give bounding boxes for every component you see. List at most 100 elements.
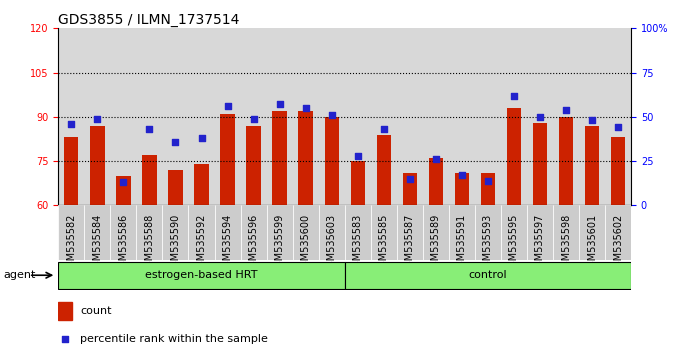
- Bar: [116, 176, 130, 205]
- Text: GSM535593: GSM535593: [483, 213, 493, 273]
- FancyBboxPatch shape: [241, 205, 267, 260]
- Bar: [611, 137, 625, 205]
- Text: GSM535599: GSM535599: [274, 213, 285, 273]
- Text: GSM535601: GSM535601: [587, 213, 597, 273]
- Bar: [455, 173, 469, 205]
- Bar: [220, 114, 235, 205]
- Point: [508, 93, 519, 98]
- Text: GSM535587: GSM535587: [405, 213, 415, 273]
- Point: [170, 139, 181, 144]
- Bar: [137, 28, 163, 205]
- Bar: [324, 117, 339, 205]
- FancyBboxPatch shape: [501, 205, 527, 260]
- Bar: [585, 126, 600, 205]
- FancyBboxPatch shape: [267, 205, 293, 260]
- FancyBboxPatch shape: [58, 262, 344, 289]
- Text: GSM535594: GSM535594: [222, 213, 233, 273]
- Text: GSM535598: GSM535598: [561, 213, 571, 273]
- FancyBboxPatch shape: [344, 262, 631, 289]
- FancyBboxPatch shape: [475, 205, 501, 260]
- Text: GSM535582: GSM535582: [67, 213, 76, 273]
- Point: [300, 105, 311, 111]
- Point: [613, 125, 624, 130]
- Text: GSM535585: GSM535585: [379, 213, 389, 273]
- Bar: [246, 126, 261, 205]
- Bar: [267, 28, 293, 205]
- FancyBboxPatch shape: [579, 205, 605, 260]
- Point: [404, 176, 415, 182]
- Text: control: control: [469, 270, 507, 280]
- Point: [560, 107, 571, 113]
- Bar: [370, 28, 397, 205]
- Text: GSM535602: GSM535602: [613, 213, 623, 273]
- FancyBboxPatch shape: [293, 205, 319, 260]
- FancyBboxPatch shape: [58, 205, 84, 260]
- Bar: [58, 28, 84, 205]
- FancyBboxPatch shape: [137, 205, 163, 260]
- Point: [352, 153, 363, 159]
- Text: GSM535595: GSM535595: [509, 213, 519, 273]
- FancyBboxPatch shape: [423, 205, 449, 260]
- Point: [66, 121, 77, 127]
- Bar: [507, 108, 521, 205]
- Text: GSM535592: GSM535592: [196, 213, 206, 273]
- Bar: [272, 111, 287, 205]
- FancyBboxPatch shape: [189, 205, 215, 260]
- Text: percentile rank within the sample: percentile rank within the sample: [80, 334, 268, 344]
- Text: GSM535589: GSM535589: [431, 213, 441, 273]
- Point: [430, 156, 441, 162]
- FancyBboxPatch shape: [163, 205, 189, 260]
- FancyBboxPatch shape: [449, 205, 475, 260]
- Point: [92, 116, 103, 121]
- Bar: [142, 155, 156, 205]
- Text: GSM535586: GSM535586: [119, 213, 128, 273]
- Point: [456, 172, 467, 178]
- Bar: [377, 135, 391, 205]
- Bar: [163, 28, 189, 205]
- Bar: [215, 28, 241, 205]
- Text: GSM535590: GSM535590: [171, 213, 180, 273]
- Bar: [319, 28, 345, 205]
- Bar: [58, 302, 72, 320]
- Text: count: count: [80, 306, 111, 316]
- FancyBboxPatch shape: [215, 205, 241, 260]
- Point: [274, 102, 285, 107]
- Bar: [449, 28, 475, 205]
- Bar: [423, 28, 449, 205]
- Point: [378, 126, 389, 132]
- Bar: [533, 123, 547, 205]
- Bar: [501, 28, 527, 205]
- Bar: [351, 161, 365, 205]
- FancyBboxPatch shape: [110, 205, 137, 260]
- Point: [327, 112, 338, 118]
- Point: [482, 178, 493, 183]
- Bar: [298, 111, 313, 205]
- FancyBboxPatch shape: [527, 205, 553, 260]
- Point: [222, 103, 233, 109]
- Text: GSM535588: GSM535588: [145, 213, 154, 273]
- Bar: [189, 28, 215, 205]
- Bar: [605, 28, 631, 205]
- Bar: [527, 28, 553, 205]
- Text: GSM535600: GSM535600: [300, 213, 311, 273]
- Bar: [110, 28, 137, 205]
- Text: GDS3855 / ILMN_1737514: GDS3855 / ILMN_1737514: [58, 13, 239, 27]
- Point: [587, 118, 598, 123]
- Bar: [293, 28, 319, 205]
- FancyBboxPatch shape: [553, 205, 579, 260]
- Bar: [84, 28, 110, 205]
- FancyBboxPatch shape: [397, 205, 423, 260]
- Bar: [397, 28, 423, 205]
- FancyBboxPatch shape: [84, 205, 110, 260]
- Bar: [553, 28, 579, 205]
- Text: estrogen-based HRT: estrogen-based HRT: [145, 270, 258, 280]
- Bar: [579, 28, 605, 205]
- Text: GSM535603: GSM535603: [327, 213, 337, 273]
- Bar: [403, 173, 417, 205]
- Bar: [344, 28, 370, 205]
- Bar: [194, 164, 209, 205]
- Bar: [481, 173, 495, 205]
- Point: [196, 135, 207, 141]
- Bar: [559, 117, 573, 205]
- Text: GSM535596: GSM535596: [248, 213, 259, 273]
